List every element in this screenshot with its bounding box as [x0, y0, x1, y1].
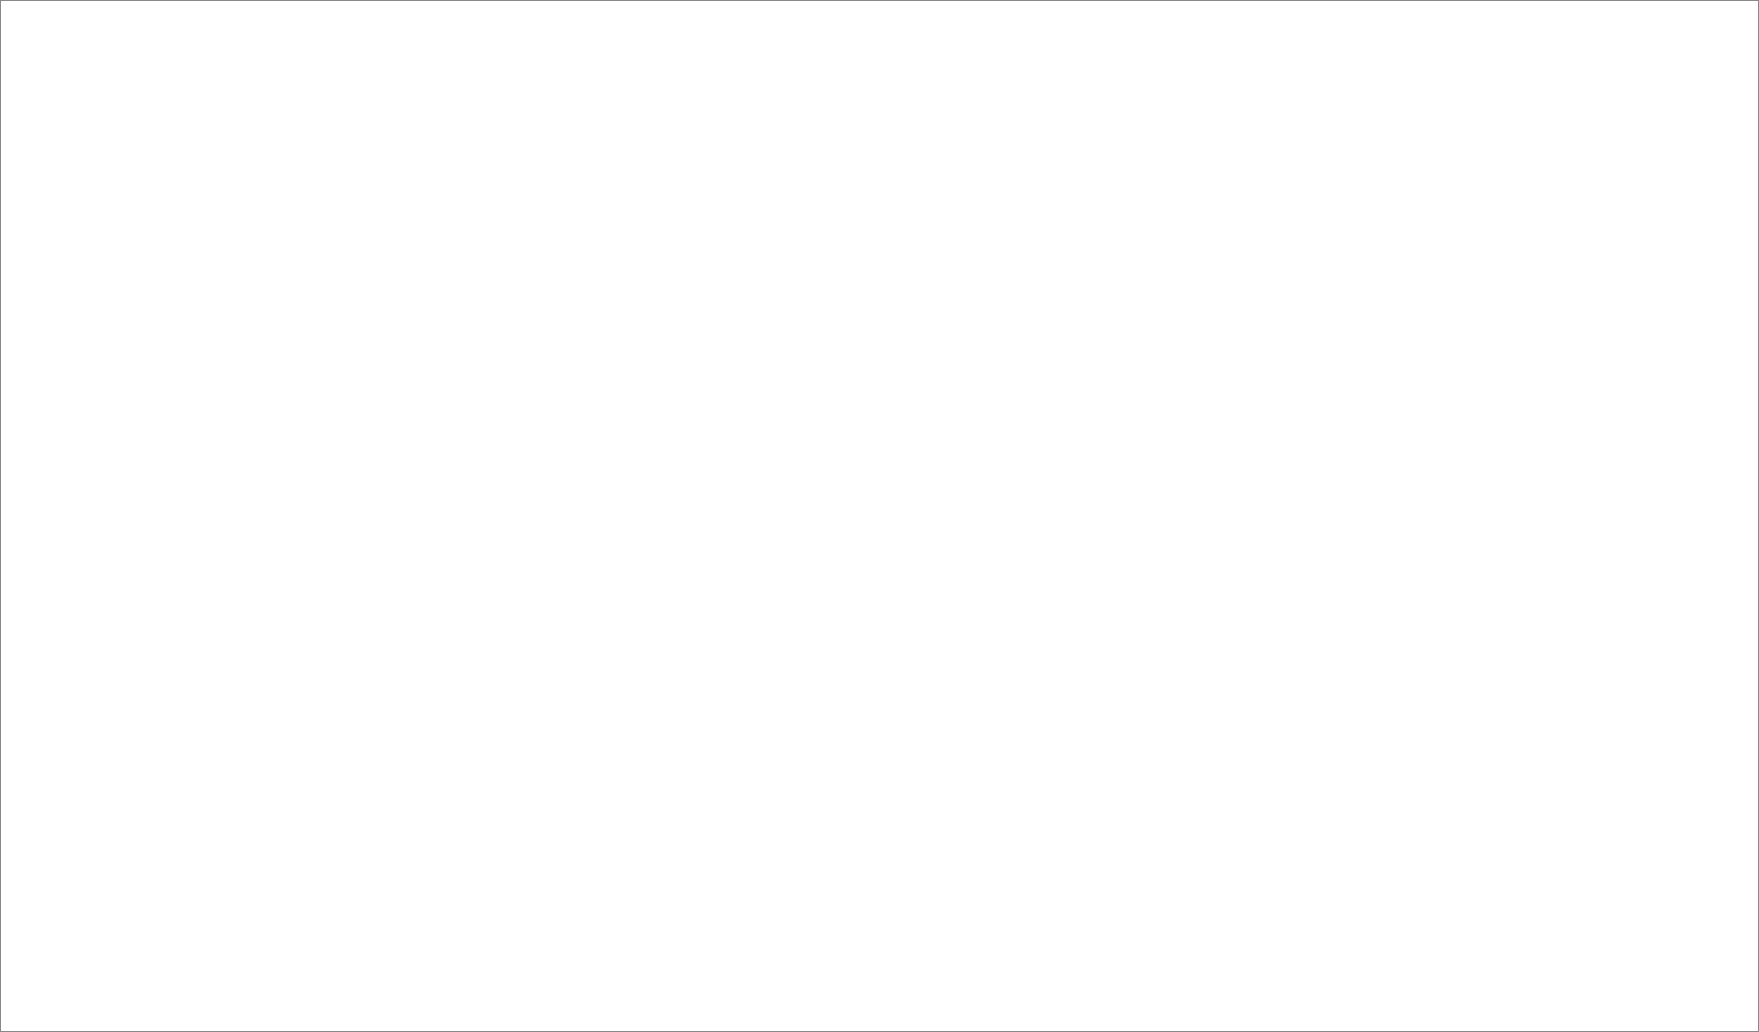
- plot-svg: [1, 1, 301, 151]
- chart-container: [0, 0, 1759, 1032]
